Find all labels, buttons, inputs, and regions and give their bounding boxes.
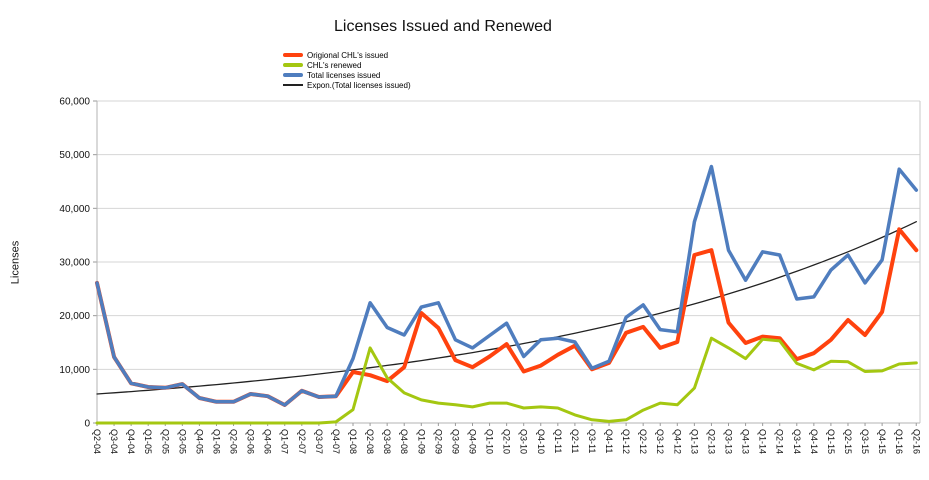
- x-tick-label: Q1-12: [621, 429, 631, 454]
- x-tick-label: Q2-11: [570, 429, 580, 453]
- y-tick-label: 20,000: [59, 311, 90, 322]
- x-tick-label: Q1-11: [553, 429, 563, 453]
- series-line-total-issued: [95, 164, 919, 407]
- legend: Origional CHL's issued CHL's renewed Tot…: [283, 50, 411, 90]
- legend-item: CHL's renewed: [283, 60, 411, 70]
- x-tick-label: Q2-16: [911, 429, 921, 454]
- x-tick-label: Q2-08: [365, 429, 375, 454]
- x-tick-label: Q1-06: [211, 429, 221, 454]
- legend-swatch-renewed-icon: [283, 63, 303, 67]
- x-tick-label: Q2-14: [775, 429, 785, 454]
- x-tick-label: Q2-07: [297, 429, 307, 454]
- x-tick-label: Q2-15: [843, 429, 853, 454]
- x-tick-label: Q3-08: [382, 429, 392, 454]
- x-tick-label: Q3-13: [724, 429, 734, 454]
- x-tick-label: Q1-09: [416, 429, 426, 454]
- x-tick-label: Q1-13: [689, 429, 699, 454]
- x-tick-label: Q1-16: [894, 429, 904, 454]
- x-tick-label: Q1-14: [758, 429, 768, 454]
- y-tick-label: 40,000: [59, 204, 90, 215]
- y-tick-label: 10,000: [59, 365, 90, 376]
- legend-swatch-trend-icon: [283, 84, 303, 86]
- x-tick-label: Q2-12: [638, 429, 648, 454]
- x-tick-label: Q3-14: [792, 429, 802, 454]
- x-tick-label: Q4-10: [536, 429, 546, 454]
- chart-title: Licenses Issued and Renewed: [334, 18, 552, 35]
- x-tick-label: Q4-04: [126, 429, 136, 454]
- series-line-renewed: [95, 336, 918, 425]
- y-tick-label: 30,000: [59, 258, 90, 269]
- x-tick-label: Q4-13: [741, 429, 751, 454]
- x-tick-label: Q4-09: [467, 429, 477, 454]
- legend-item: Total licenses issued: [283, 70, 411, 80]
- x-tick-label: Q3-12: [655, 429, 665, 454]
- x-tick-label: Q2-13: [706, 429, 716, 454]
- x-tick-label: Q4-07: [331, 429, 341, 454]
- x-tick-label: Q3-11: [587, 429, 597, 453]
- x-tick-label: Q1-08: [348, 429, 358, 454]
- x-tick-label: Q3-07: [314, 429, 324, 454]
- x-tick-label: Q1-10: [485, 429, 495, 454]
- legend-label: Total licenses issued: [307, 70, 381, 80]
- x-tick-label: Q4-14: [809, 429, 819, 454]
- x-tick-label: Q4-15: [877, 429, 887, 454]
- x-tick-label: Q4-06: [263, 429, 273, 454]
- x-tick-label: Q4-05: [194, 429, 204, 454]
- series-line-trend: [96, 221, 917, 395]
- x-tick-label: Q2-05: [160, 429, 170, 454]
- y-tick-label: 50,000: [59, 150, 90, 161]
- x-tick-label: Q2-09: [433, 429, 443, 454]
- x-tick-label: Q2-04: [92, 429, 102, 454]
- legend-item: Expon.(Total licenses issued): [283, 80, 411, 90]
- x-tick-label: Q1-07: [280, 429, 290, 454]
- x-tick-label: Q2-10: [502, 429, 512, 454]
- x-tick-label: Q3-10: [519, 429, 529, 454]
- legend-swatch-original-issued-icon: [283, 53, 303, 57]
- x-tick-label: Q1-15: [826, 429, 836, 454]
- series-line-original-issued: [95, 227, 919, 407]
- x-tick-label: Q3-04: [109, 429, 119, 454]
- y-tick-label: 0: [84, 419, 90, 430]
- x-tick-label: Q3-15: [860, 429, 870, 454]
- legend-swatch-total-issued-icon: [283, 73, 303, 77]
- x-tick-label: Q1-05: [143, 429, 153, 454]
- x-tick-label: Q4-08: [399, 429, 409, 454]
- x-tick-label: Q4-11: [604, 429, 614, 453]
- x-tick-label: Q3-05: [177, 429, 187, 454]
- y-tick-label: 60,000: [59, 97, 90, 108]
- legend-item: Origional CHL's issued: [283, 50, 411, 60]
- x-tick-label: Q2-06: [229, 429, 239, 454]
- x-tick-label: Q3-06: [246, 429, 256, 454]
- legend-label: CHL's renewed: [307, 60, 362, 70]
- legend-label: Expon.(Total licenses issued): [307, 80, 411, 90]
- y-axis-title: Licenses: [9, 240, 22, 285]
- legend-label: Origional CHL's issued: [307, 50, 389, 60]
- x-tick-label: Q3-09: [450, 429, 460, 454]
- x-tick-label: Q4-12: [672, 429, 682, 454]
